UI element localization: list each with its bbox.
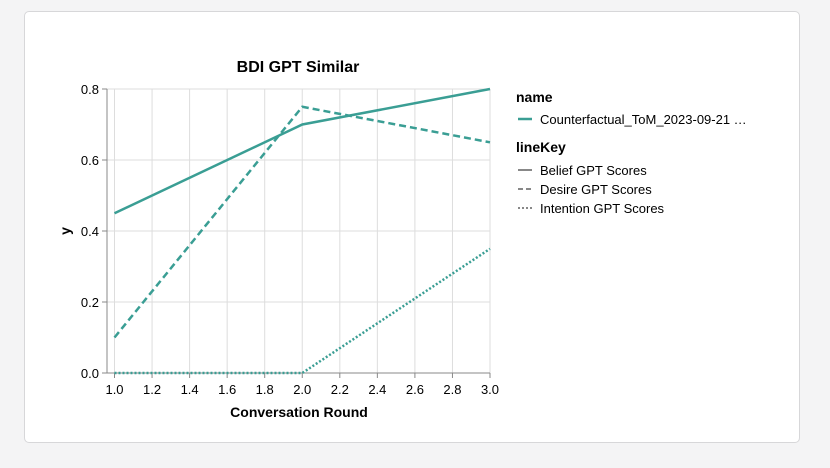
grid — [107, 88, 491, 374]
chart-card — [24, 11, 800, 443]
legend-linekey-label: Belief GPT Scores — [540, 163, 647, 178]
legend-name-title: name — [516, 89, 553, 105]
y-tick-label: 0.2 — [81, 295, 99, 310]
y-tick-label: 0.4 — [81, 224, 99, 239]
x-tick-label: 2.4 — [368, 382, 386, 397]
series-line-belief-gpt-scores — [113, 87, 491, 215]
x-tick-label: 2.8 — [443, 382, 461, 397]
y-tick-label: 0.8 — [81, 82, 99, 97]
x-tick-label: 1.4 — [181, 382, 199, 397]
legend-linekey-title: lineKey — [516, 139, 566, 155]
x-tick-label: 1.8 — [256, 382, 274, 397]
x-axis-title: Conversation Round — [230, 404, 368, 420]
x-tick-label: 2.6 — [406, 382, 424, 397]
x-tick-label: 2.2 — [331, 382, 349, 397]
y-axis-title: y — [57, 227, 73, 235]
x-tick-label: 1.0 — [105, 382, 123, 397]
x-tick-label: 1.2 — [143, 382, 161, 397]
x-tick-label: 1.6 — [218, 382, 236, 397]
axes: 1.0 1.2 1.4 1.6 1.8 2.0 2.2 2.4 2.6 2.8 3.0 0.0 0.2 0… — [81, 82, 499, 397]
series-line-desire-gpt-scores — [113, 105, 491, 339]
series — [113, 87, 491, 375]
x-tick-label: 2.0 — [293, 382, 311, 397]
legend-linekey-label: Desire GPT Scores — [540, 182, 652, 197]
y-tick-label: 0.6 — [81, 153, 99, 168]
y-tick-label: 0.0 — [81, 366, 99, 381]
x-tick-label: 3.0 — [481, 382, 499, 397]
legend: name Counterfactual_ToM_2023-09-21 … lin… — [516, 89, 747, 216]
series-line-intention-gpt-scores — [114, 247, 491, 375]
legend-linekey-label: Intention GPT Scores — [540, 201, 665, 216]
legend-name-label: Counterfactual_ToM_2023-09-21 … — [540, 112, 747, 127]
chart-title: BDI GPT Similar — [237, 59, 360, 76]
